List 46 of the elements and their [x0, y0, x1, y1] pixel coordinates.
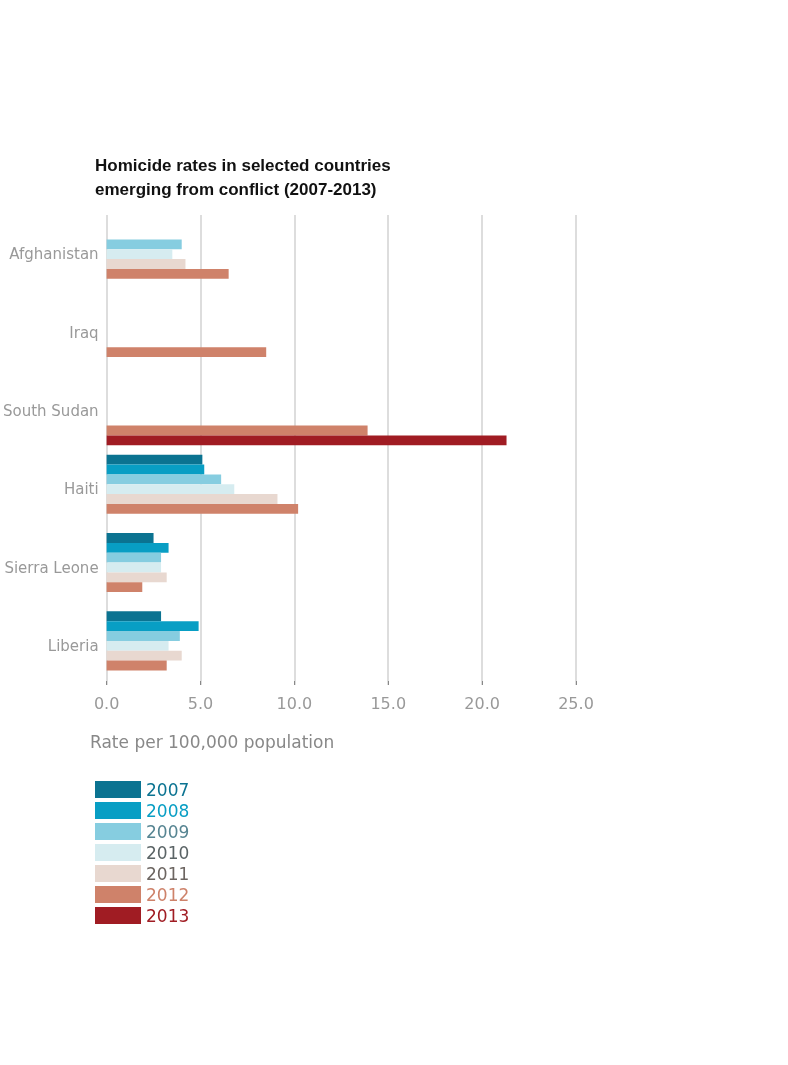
- x-tick-label: 5.0: [187, 693, 214, 713]
- bar: [106, 562, 162, 573]
- bar: [106, 494, 278, 504]
- bar: [106, 454, 203, 465]
- x-tick-label: 15.0: [370, 693, 407, 713]
- bar: [106, 347, 267, 358]
- legend-label: 2011: [146, 863, 190, 884]
- legend-label: 2013: [146, 905, 190, 926]
- bar: [106, 259, 186, 269]
- bar: [106, 484, 235, 495]
- bar: [106, 552, 162, 563]
- y-tick-label: Iraq: [69, 323, 99, 342]
- y-tick-label: South Sudan: [2, 401, 99, 420]
- bar: [106, 650, 182, 661]
- y-tick-label: Haiti: [63, 480, 99, 499]
- legend-label: 2012: [146, 884, 190, 905]
- bar: [106, 611, 162, 622]
- bar: [106, 572, 167, 583]
- bar: [106, 631, 180, 641]
- x-tick-label: 10.0: [276, 693, 313, 713]
- bar: [106, 464, 205, 475]
- bar: [106, 474, 222, 485]
- bar: [106, 249, 173, 260]
- x-tick-label: 0.0: [93, 693, 120, 713]
- bar: [106, 425, 368, 436]
- legend-label: 2007: [146, 779, 190, 800]
- bar: [106, 640, 169, 651]
- y-tick-label: Sierra Leone: [4, 558, 99, 577]
- y-tick-label: Liberia: [47, 636, 99, 655]
- bar: [106, 503, 299, 514]
- legend-label: 2009: [146, 821, 190, 842]
- y-tick-label: Afghanistan: [9, 245, 99, 264]
- legend-label: 2010: [146, 842, 190, 863]
- legend-label: 2008: [146, 800, 190, 821]
- bar: [106, 621, 199, 632]
- x-axis-title: Rate per 100,000 population: [90, 731, 335, 752]
- bar: [106, 435, 507, 446]
- x-tick-label: 25.0: [558, 693, 594, 713]
- bar: [106, 239, 182, 250]
- x-tick-label: 20.0: [464, 693, 500, 713]
- bar: [106, 542, 169, 553]
- bar: [106, 582, 143, 593]
- chart-title: Homicide rates in selected countries emerging from conflict (2007-2013): [95, 155, 391, 199]
- bar: [106, 268, 229, 279]
- bar: [106, 533, 154, 543]
- bar: [106, 660, 167, 671]
